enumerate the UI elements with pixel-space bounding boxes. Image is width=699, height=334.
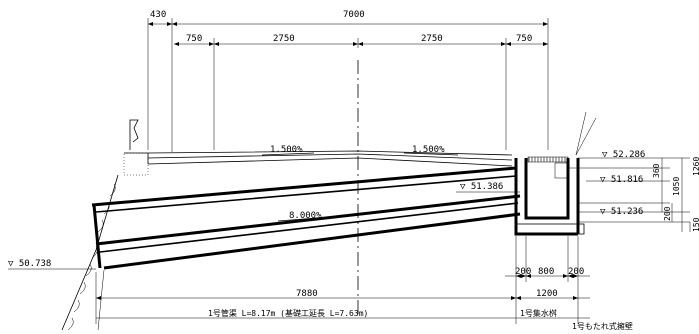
dim-150: 150: [692, 217, 699, 232]
shoulder-block: [123, 152, 149, 176]
dim-7000: 7000: [343, 10, 365, 20]
dim-1260: 1260: [692, 157, 699, 176]
slope-left-underline: [261, 152, 315, 156]
guard-post: [129, 119, 139, 150]
catch-basin: [514, 111, 597, 236]
left-embankment: [61, 174, 119, 331]
elev-51386: ▽ 51.386: [460, 182, 503, 192]
dim-360: 360: [652, 163, 661, 178]
slope-right-underline: [403, 152, 459, 156]
dim-750-left: 750: [186, 34, 202, 44]
road-pavement: [124, 150, 513, 167]
elev-51816: ▽ 51.816: [600, 175, 643, 185]
dim-200-right: 200: [663, 206, 672, 221]
slope-pipe: 8.000%: [289, 211, 322, 221]
slope-left: 1.500%: [270, 145, 303, 155]
right-elevation-lines: [568, 157, 691, 232]
dim-430: 430: [150, 10, 166, 20]
pipe-label: 1号管渠 L=8.17m (基礎工延長 L=7.63m): [208, 308, 368, 318]
elev-52286: ▽ 52.286: [602, 150, 645, 160]
dim-1050: 1050: [672, 177, 681, 196]
dim-750-right: 750: [516, 34, 532, 44]
bottom-dimension-lines: [95, 236, 590, 324]
top-dimension-lines: [147, 18, 549, 152]
wall-label: 1号もたれ式擁壁: [572, 321, 633, 331]
dim-800: 800: [538, 267, 554, 277]
slope-right: 1.500%: [412, 145, 445, 155]
slope-pipe-underline: [277, 216, 331, 222]
dim-7880: 7880: [296, 289, 318, 299]
dim-2750-left: 2750: [273, 34, 295, 44]
dim-200-bottom-left: 200: [515, 267, 531, 277]
elev-50738: ▽ 50.738: [8, 259, 51, 269]
elev-51236: ▽ 51.236: [600, 207, 643, 217]
dim-1200: 1200: [536, 289, 558, 299]
basin-label: 1号集水桝: [520, 308, 557, 318]
dim-2750-right: 2750: [421, 34, 443, 44]
pipe-culvert: [91, 166, 521, 270]
dim-200-bottom-right: 200: [568, 267, 584, 277]
